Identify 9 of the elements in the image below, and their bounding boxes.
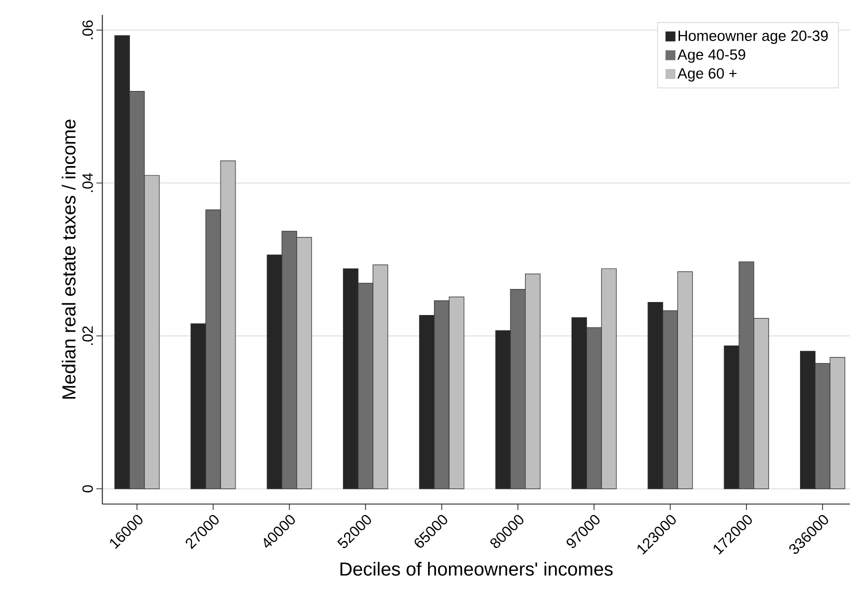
y-tick-label: .06 — [82, 20, 93, 40]
y-tick-label: .04 — [82, 173, 93, 192]
y-axis-title: Median real estate taxes / income — [62, 120, 76, 399]
legend-label: Age 40-59 — [677, 49, 746, 63]
legend-label: Homeowner age 20-39 — [678, 30, 828, 44]
x-axis-title: Deciles of homeowners' incomes — [340, 562, 613, 576]
legend-label: Age 60 + — [677, 68, 737, 82]
y-tick-label: .02 — [82, 326, 93, 345]
y-tick-label: 0 — [82, 485, 93, 492]
